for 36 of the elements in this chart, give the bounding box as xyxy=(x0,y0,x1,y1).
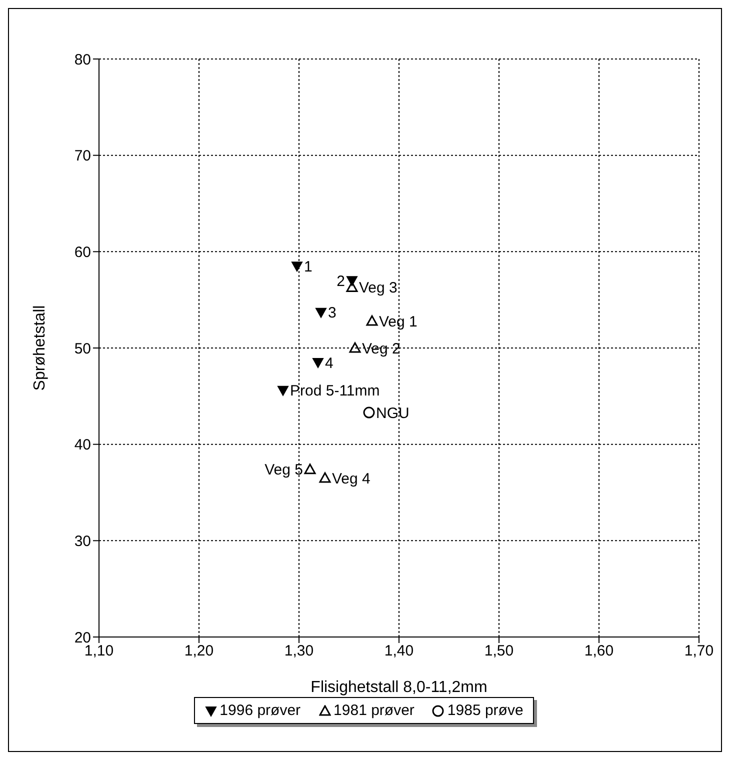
annotation: Veg 2 xyxy=(362,340,400,358)
y-tick-label: 30 xyxy=(74,532,91,550)
annotation: 2 xyxy=(336,272,345,290)
point xyxy=(304,464,316,474)
annotation: NGU xyxy=(376,404,410,422)
annotation: Prod 5-11mm xyxy=(290,382,380,400)
point xyxy=(312,358,324,368)
point xyxy=(349,342,361,353)
point xyxy=(319,472,331,483)
annotation: Veg 1 xyxy=(379,313,418,330)
legend-label: 1985 prøve xyxy=(447,702,524,719)
x-tick-label: 1,30 xyxy=(284,642,314,660)
x-tick-label: 1,20 xyxy=(184,642,214,660)
x-axis-title: Flisighetstall 8,0-11,2mm xyxy=(310,679,488,696)
point xyxy=(316,308,326,318)
point xyxy=(363,406,375,418)
y-tick-label: 60 xyxy=(74,244,91,261)
y-tick-label: 70 xyxy=(74,148,91,165)
y-axis-title: Sprøhetstall xyxy=(32,305,49,391)
y-tick-label: 50 xyxy=(74,340,91,358)
annotation: 1 xyxy=(304,258,312,276)
annotation: Veg 4 xyxy=(332,470,370,488)
annotation: 3 xyxy=(328,304,336,322)
point xyxy=(278,386,288,396)
y-tick-label: 80 xyxy=(74,51,91,68)
annotation: 4 xyxy=(325,354,334,372)
legend-label: 1996 prøver xyxy=(220,702,301,719)
annotation: Veg 3 xyxy=(359,280,398,297)
x-tick-label: 1,40 xyxy=(384,642,414,660)
x-tick-label: 1,50 xyxy=(484,642,514,660)
x-tick-label: 1,60 xyxy=(584,642,614,660)
point xyxy=(366,315,378,326)
legend-label: 1981 prøver xyxy=(334,702,414,719)
y-tick-label: 40 xyxy=(74,436,91,454)
point xyxy=(292,262,302,272)
x-tick-label: 1,70 xyxy=(684,642,714,660)
